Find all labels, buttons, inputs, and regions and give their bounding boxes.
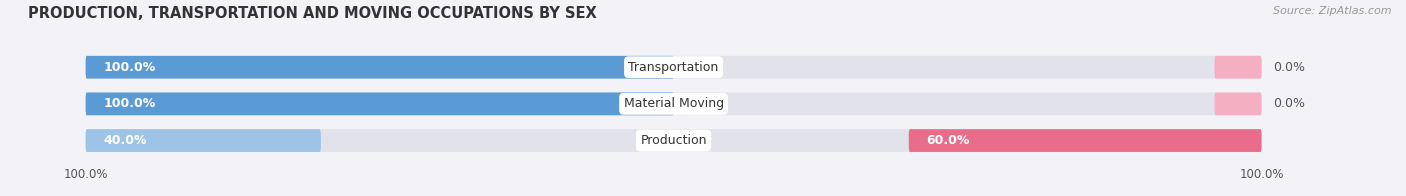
FancyBboxPatch shape	[1215, 93, 1261, 115]
Text: 60.0%: 60.0%	[927, 134, 970, 147]
FancyBboxPatch shape	[1215, 56, 1261, 79]
Text: 100.0%: 100.0%	[103, 61, 156, 74]
FancyBboxPatch shape	[86, 56, 1261, 79]
Text: 40.0%: 40.0%	[103, 134, 146, 147]
Text: Source: ZipAtlas.com: Source: ZipAtlas.com	[1274, 6, 1392, 16]
Text: 100.0%: 100.0%	[103, 97, 156, 110]
Text: 0.0%: 0.0%	[1274, 61, 1305, 74]
FancyBboxPatch shape	[86, 129, 1261, 152]
Text: Production: Production	[640, 134, 707, 147]
FancyBboxPatch shape	[86, 93, 1261, 115]
FancyBboxPatch shape	[86, 129, 321, 152]
FancyBboxPatch shape	[86, 93, 673, 115]
Text: Material Moving: Material Moving	[623, 97, 724, 110]
Text: PRODUCTION, TRANSPORTATION AND MOVING OCCUPATIONS BY SEX: PRODUCTION, TRANSPORTATION AND MOVING OC…	[28, 6, 598, 21]
Text: Transportation: Transportation	[628, 61, 718, 74]
Text: 0.0%: 0.0%	[1274, 97, 1305, 110]
FancyBboxPatch shape	[86, 56, 673, 79]
FancyBboxPatch shape	[908, 129, 1261, 152]
